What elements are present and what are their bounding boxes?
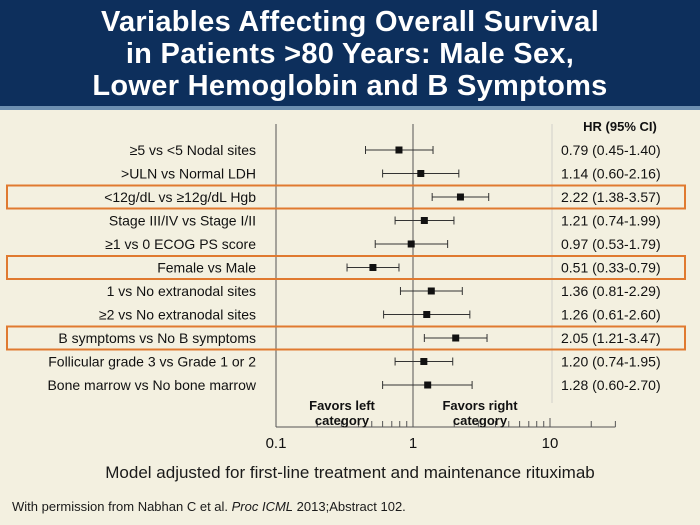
hr-marker (424, 381, 432, 389)
hr-marker (456, 193, 464, 201)
favors-right-line1: Favors right (442, 398, 518, 413)
hr-marker (395, 146, 403, 154)
hr-marker (420, 358, 428, 365)
forest-plot: HR (95% CI) 0.1 1 10 ≥5 vs <5 Nodal sites 0.7… (6, 119, 686, 452)
title-line-1: Variables Affecting Overall Survival (100, 6, 600, 38)
hr-marker (423, 311, 431, 318)
row-label: 1 vs No extranodal sites (107, 283, 256, 299)
hr-value: 0.97 (0.53-1.79) (561, 236, 661, 252)
slide-title: Variables Affecting Overall Survival in … (0, 0, 700, 102)
x-tick-label: 10 (542, 435, 559, 452)
hr-value: 1.21 (0.74-1.99) (561, 213, 661, 229)
title-band: Variables Affecting Overall Survival in … (0, 0, 700, 110)
title-line-2: in Patients >80 Years: Male Sex, (125, 38, 575, 70)
x-tick-label: 1 (409, 435, 417, 452)
row-label: Bone marrow vs No bone marrow (47, 377, 256, 393)
source-suffix: 2013;Abstract 102. (293, 499, 406, 514)
highlight-box (6, 255, 686, 280)
hr-value: 0.79 (0.45-1.40) (561, 142, 661, 158)
hr-value: 1.26 (0.61-2.60) (561, 307, 661, 323)
hr-column-header: HR (95% CI) (583, 119, 657, 134)
row-label: >ULN vs Normal LDH (121, 166, 256, 182)
row-label: ≥1 vs 0 ECOG PS score (105, 236, 256, 252)
hr-marker (369, 264, 377, 271)
title-line-3: Lower Hemoglobin and B Symptoms (92, 70, 608, 102)
row-label: B symptoms vs No B symptoms (58, 330, 256, 346)
row-label: ≥5 vs <5 Nodal sites (130, 142, 256, 158)
model-caption: Model adjusted for first-line treatment … (105, 463, 595, 482)
x-tick-label: 0.1 (266, 435, 287, 452)
hr-value: 0.51 (0.33-0.79) (561, 260, 661, 276)
hr-value: 1.20 (0.74-1.95) (561, 354, 661, 370)
row-label: Female vs Male (157, 260, 256, 276)
favors-left-line2: category (315, 413, 370, 428)
hr-marker (420, 217, 428, 224)
hr-value: 1.36 (0.81-2.29) (561, 283, 661, 299)
row-label: Follicular grade 3 vs Grade 1 or 2 (48, 354, 256, 370)
highlight-box (6, 184, 686, 210)
row-label: Stage III/IV vs Stage I/II (109, 213, 256, 229)
hr-value: 2.22 (1.38-3.57) (561, 189, 661, 205)
hr-value: 2.05 (1.21-3.47) (561, 330, 661, 346)
favors-right-line2: category (453, 413, 508, 428)
source-prefix: With permission from Nabhan C et al. (12, 499, 232, 514)
hr-value: 1.14 (0.60-2.16) (561, 166, 661, 182)
hr-marker (452, 334, 460, 342)
highlight-box (6, 325, 686, 351)
row-label: ≥2 vs No extranodal sites (99, 307, 256, 323)
hr-marker (407, 240, 415, 248)
favors-left-line1: Favors left (309, 398, 375, 413)
hr-marker (427, 287, 435, 295)
hr-marker (417, 170, 425, 177)
hr-value: 1.28 (0.60-2.70) (561, 377, 661, 393)
source-journal: Proc ICML (231, 499, 294, 514)
row-label: <12g/dL vs ≥12g/dL Hgb (104, 189, 256, 205)
source-citation: With permission from Nabhan C et al. Pro… (12, 499, 406, 514)
